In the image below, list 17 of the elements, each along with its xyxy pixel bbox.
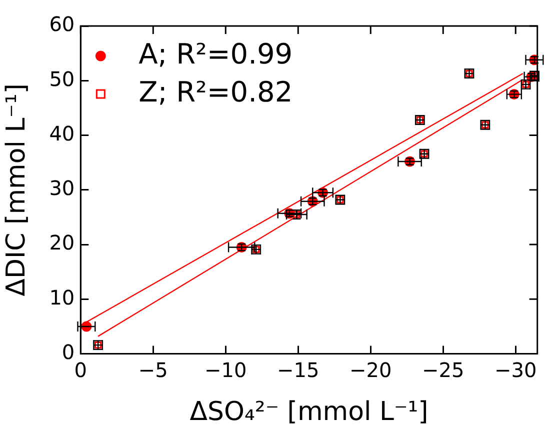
x-tick-label: −30 — [494, 358, 537, 382]
y-tick-label: 10 — [49, 285, 75, 310]
x-tick-label: −5 — [138, 358, 168, 382]
y-axis-title: ΔDIC [mmol L⁻¹] — [1, 83, 32, 296]
y-tick-label: 30 — [49, 176, 75, 200]
y-tick-label: 0 — [62, 340, 75, 364]
y-tick-label: 50 — [49, 66, 75, 91]
y-tick-label: 40 — [49, 121, 75, 146]
x-tick-label: −10 — [204, 358, 247, 382]
x-tick-label: −15 — [277, 358, 320, 382]
x-tick-label: −25 — [422, 358, 464, 382]
y-tick-label: 60 — [49, 12, 75, 36]
legend-label: Z; R²=0.82 — [138, 75, 293, 108]
x-tick-label: −20 — [350, 358, 392, 382]
x-axis-title: ΔSO₄²⁻ [mmol L⁻¹] — [190, 397, 428, 428]
legend-label: A; R²=0.99 — [138, 37, 293, 70]
y-tick-label: 20 — [49, 230, 75, 255]
